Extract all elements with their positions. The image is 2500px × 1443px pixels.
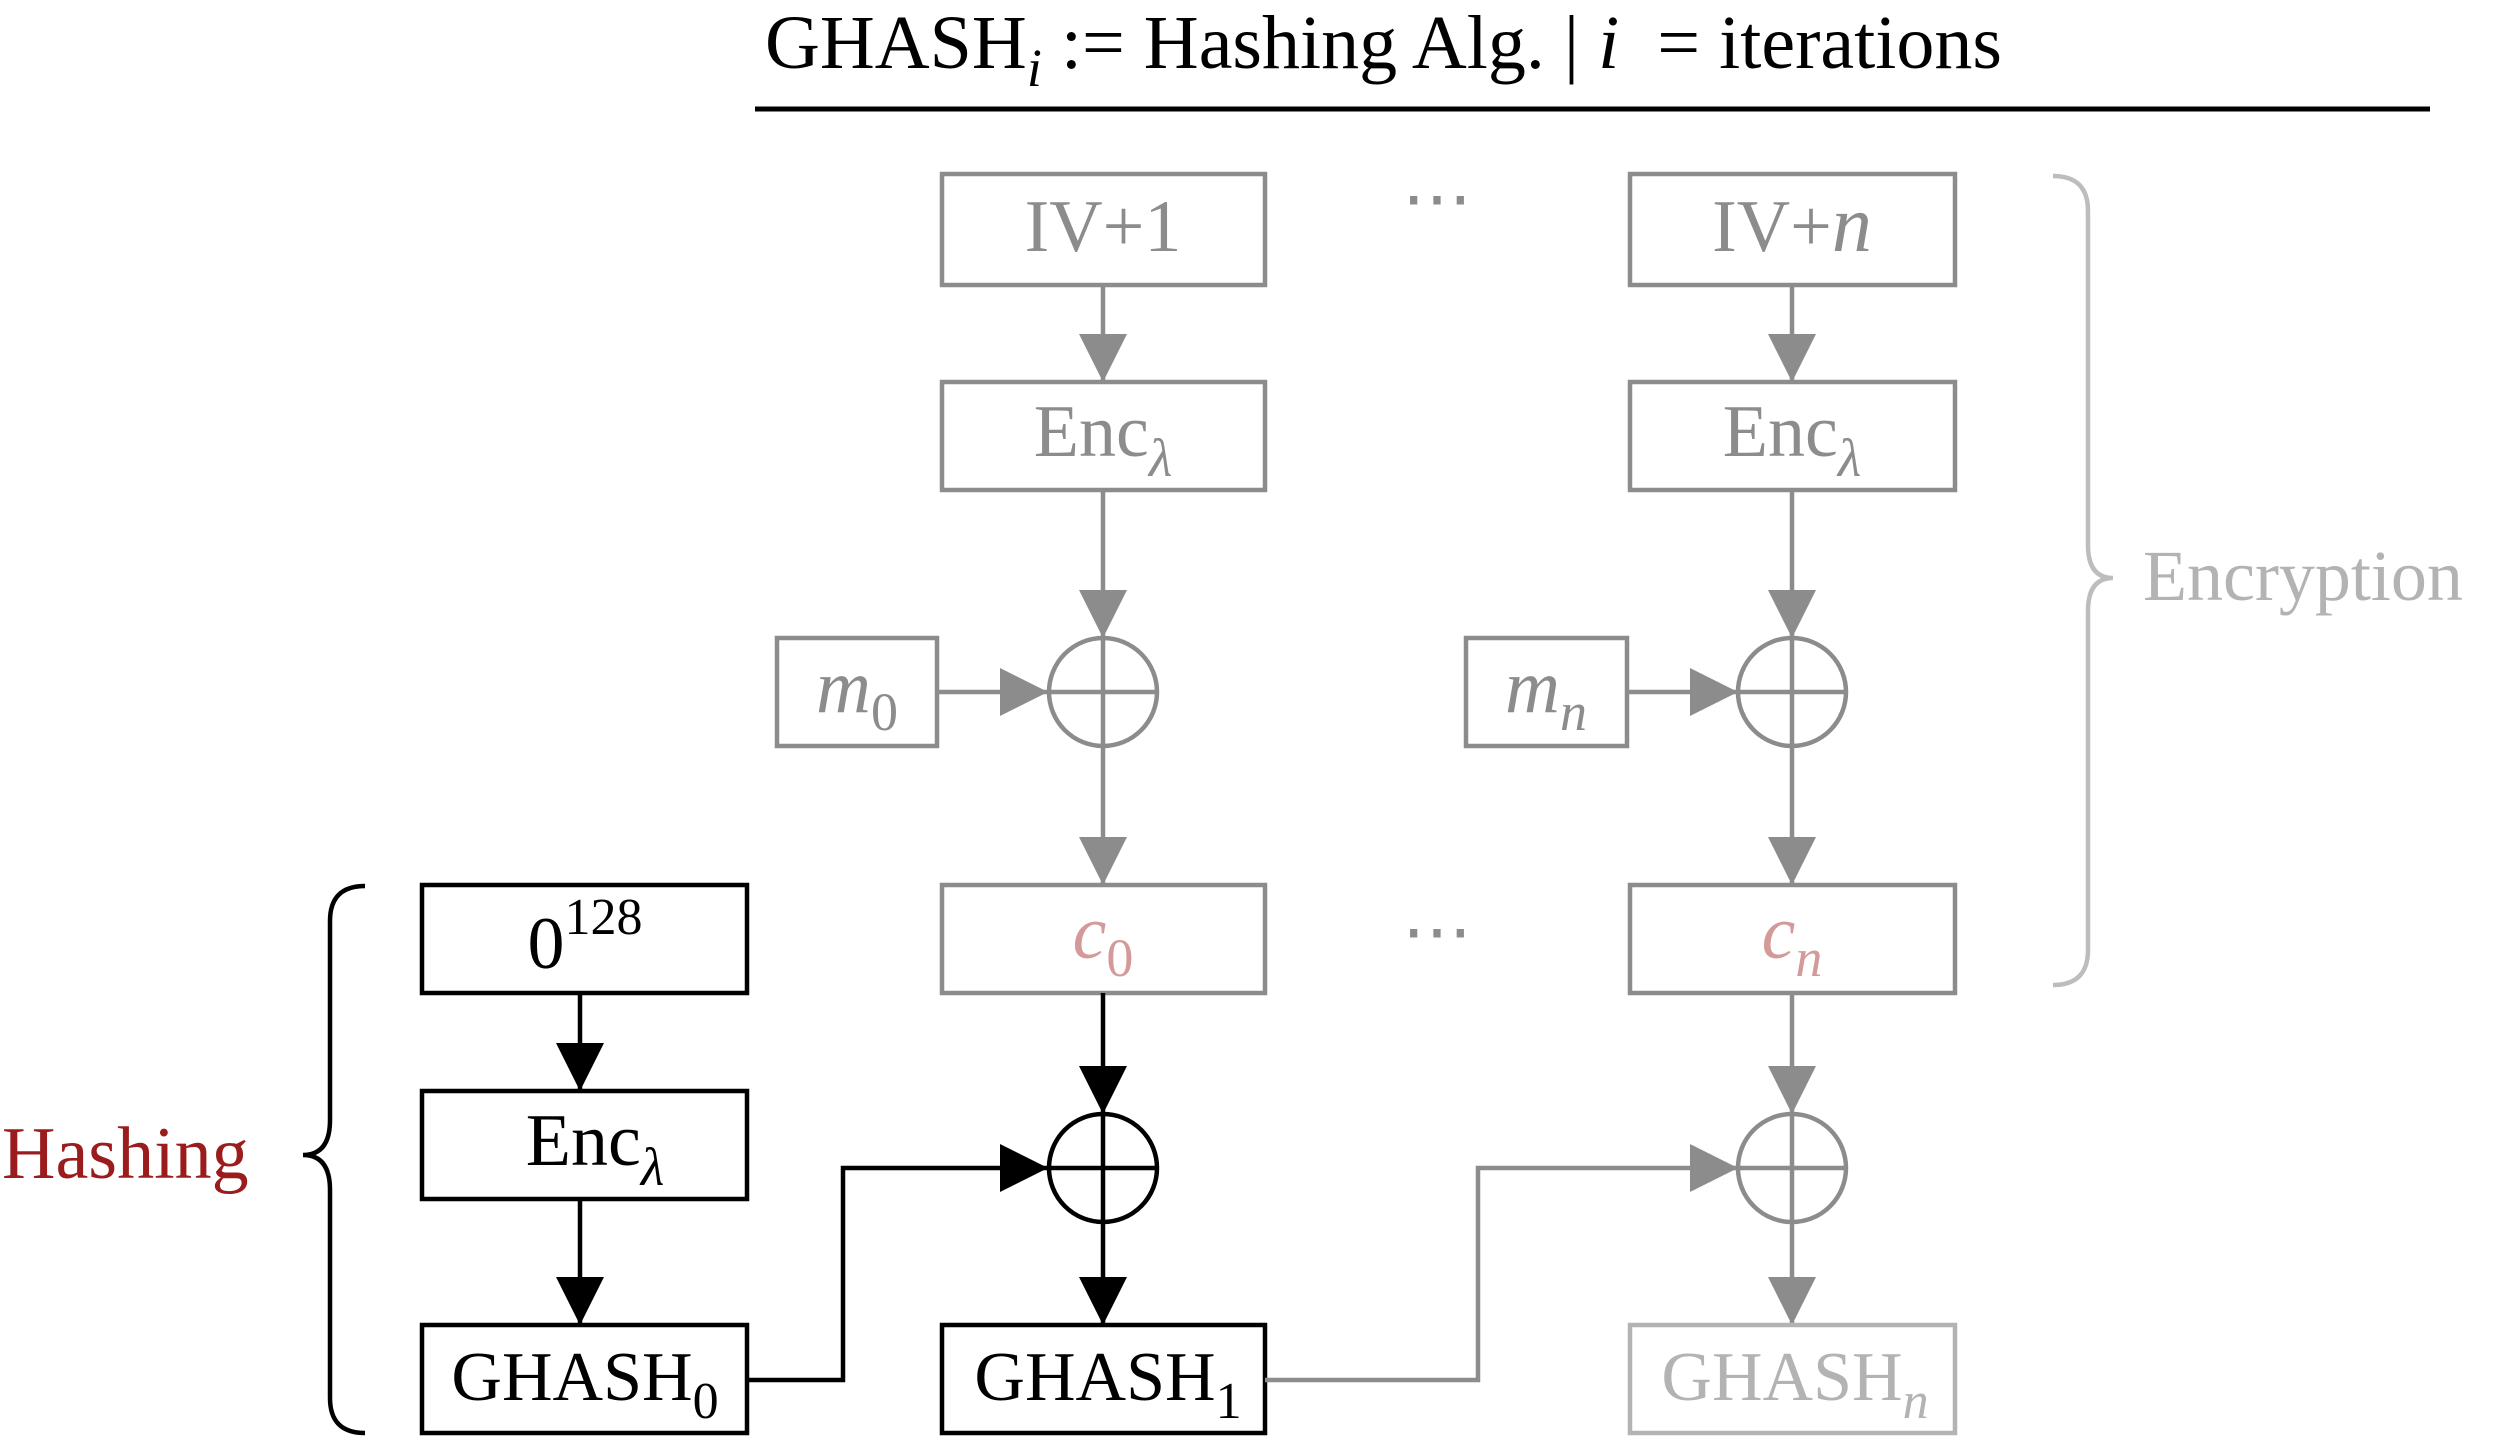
iv1-label: IV+1 bbox=[1025, 186, 1182, 268]
hashing-brace bbox=[302, 883, 366, 1436]
m0-sub: 0 bbox=[871, 682, 898, 742]
c0-text: c bbox=[1073, 891, 1107, 975]
zero128-sup: 128 bbox=[565, 889, 643, 946]
enc0-label: Encλ bbox=[1034, 391, 1172, 488]
hash-enc-text: Enc bbox=[526, 1100, 641, 1182]
encryption-label: Encryption bbox=[2143, 536, 2463, 616]
hash-enc-sub: λ bbox=[639, 1137, 664, 1197]
c0-sub: 0 bbox=[1106, 928, 1133, 988]
encn-box bbox=[1627, 379, 1958, 493]
ghashn-box bbox=[1627, 1322, 1958, 1436]
hash-enc-box bbox=[419, 1088, 750, 1202]
ghash0-label: GHASH0 bbox=[451, 1339, 718, 1430]
c0-box bbox=[939, 882, 1268, 996]
header-assign: := Hashing Alg. | bbox=[1042, 1, 1598, 85]
arrow-g0-xor1 bbox=[747, 1144, 1048, 1383]
ghash1-label: GHASH1 bbox=[974, 1339, 1241, 1430]
arrow-g1-xorn bbox=[1265, 1144, 1738, 1383]
ivn-label: IV+n bbox=[1712, 181, 1872, 269]
zero128-label: 0128 bbox=[528, 889, 643, 985]
encryption-brace bbox=[2052, 173, 2114, 988]
ghash1-box bbox=[939, 1322, 1268, 1436]
hashing-label: Hashing bbox=[2, 1113, 249, 1195]
xor-encn-icon bbox=[1735, 635, 1849, 749]
enc0-box bbox=[939, 379, 1268, 493]
ghashn-sub: n bbox=[1903, 1373, 1929, 1430]
ivn-var: n bbox=[1832, 181, 1872, 269]
xor-hash1-icon bbox=[1046, 1111, 1160, 1225]
ghash0-text: GHASH bbox=[451, 1339, 692, 1416]
m0-label: m0 bbox=[816, 645, 898, 742]
cn-sub: n bbox=[1795, 928, 1822, 988]
ivn-box bbox=[1627, 171, 1958, 288]
zero128-text: 0 bbox=[528, 903, 565, 985]
mn-text: m bbox=[1505, 645, 1560, 729]
ghash0-box bbox=[419, 1322, 750, 1436]
hash-enc-label: Encλ bbox=[526, 1100, 664, 1197]
mn-label: mn bbox=[1505, 645, 1587, 742]
m0-text: m bbox=[816, 645, 871, 729]
ghash0-sub: 0 bbox=[693, 1373, 719, 1430]
header-ghash-sub: i bbox=[1027, 38, 1042, 98]
ghashn-text: GHASH bbox=[1661, 1339, 1902, 1416]
ellipsis-top: ⋯ bbox=[1402, 161, 1472, 238]
ellipsis-mid: ⋯ bbox=[1402, 894, 1472, 971]
ghash1-sub: 1 bbox=[1216, 1373, 1242, 1430]
ghashn-label: GHASHn bbox=[1661, 1339, 1928, 1430]
ghash1-text: GHASH bbox=[974, 1339, 1215, 1416]
header-iterations: = iterations bbox=[1619, 1, 2002, 85]
ivn-prefix: IV+ bbox=[1712, 186, 1832, 268]
cn-text: c bbox=[1762, 891, 1796, 975]
enc0-sub: λ bbox=[1147, 428, 1172, 488]
header-var: i bbox=[1598, 1, 1619, 85]
enc0-text: Enc bbox=[1034, 391, 1149, 473]
encn-sub: λ bbox=[1836, 428, 1861, 488]
encn-label: Encλ bbox=[1723, 391, 1861, 488]
zero128-box bbox=[419, 882, 750, 996]
c0-label: c0 bbox=[1073, 891, 1134, 988]
cn-label: cn bbox=[1762, 891, 1823, 988]
m0-box bbox=[774, 635, 940, 749]
mn-sub: n bbox=[1560, 682, 1587, 742]
xor-enc0-icon bbox=[1046, 635, 1160, 749]
encn-text: Enc bbox=[1723, 391, 1838, 473]
header-title: GHASHi := Hashing Alg. | i = iterations bbox=[765, 1, 2002, 98]
xor-hashn-icon bbox=[1735, 1111, 1849, 1225]
header-ghash: GHASH bbox=[765, 1, 1027, 85]
